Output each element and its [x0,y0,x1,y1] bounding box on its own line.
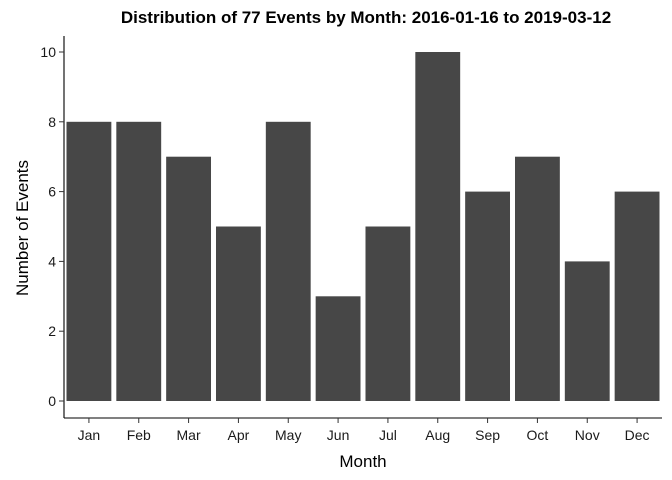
bar-nov [564,261,610,401]
bar-mar [166,156,212,401]
chart-title: Distribution of 77 Events by Month: 2016… [120,8,612,27]
x-tick-label-jun: Jun [327,427,350,443]
y-tick-label: 6 [48,184,56,200]
y-tick-label: 0 [48,393,56,409]
x-tick-label-jan: Jan [78,427,101,443]
x-tick-label-mar: Mar [177,427,201,443]
bars-group [66,52,660,402]
x-axis: Jan Feb Mar Apr May Jun Jul Aug Sep Oct Nov Dec [64,417,662,443]
bar-may [265,121,311,402]
y-axis: 0 2 4 6 8 10 [40,36,65,418]
bar-jun [315,296,361,401]
x-tick-label-dec: Dec [625,427,650,443]
x-tick-label-sep: Sep [475,427,500,443]
y-tick-label: 4 [48,253,56,269]
x-tick-label-feb: Feb [127,427,151,443]
bar-jan [66,121,112,402]
x-tick-label-oct: Oct [527,427,549,443]
y-tick-label: 2 [48,323,56,339]
x-axis-title: Month [339,452,386,471]
x-tick-label-may: May [275,427,301,443]
y-tick-label: 8 [48,114,56,130]
bar-jul [365,226,411,401]
x-tick-label-jul: Jul [379,427,397,443]
bar-sep [465,191,511,401]
bar-dec [614,191,660,401]
y-axis-title: Number of Events [13,160,32,296]
bar-feb [116,121,162,402]
bar-apr [215,226,261,401]
x-tick-label-nov: Nov [575,427,600,443]
x-tick-label-aug: Aug [425,427,450,443]
y-tick-label: 10 [40,44,56,60]
bar-aug [415,52,461,401]
bar-oct [514,156,560,401]
x-tick-label-apr: Apr [228,427,250,443]
